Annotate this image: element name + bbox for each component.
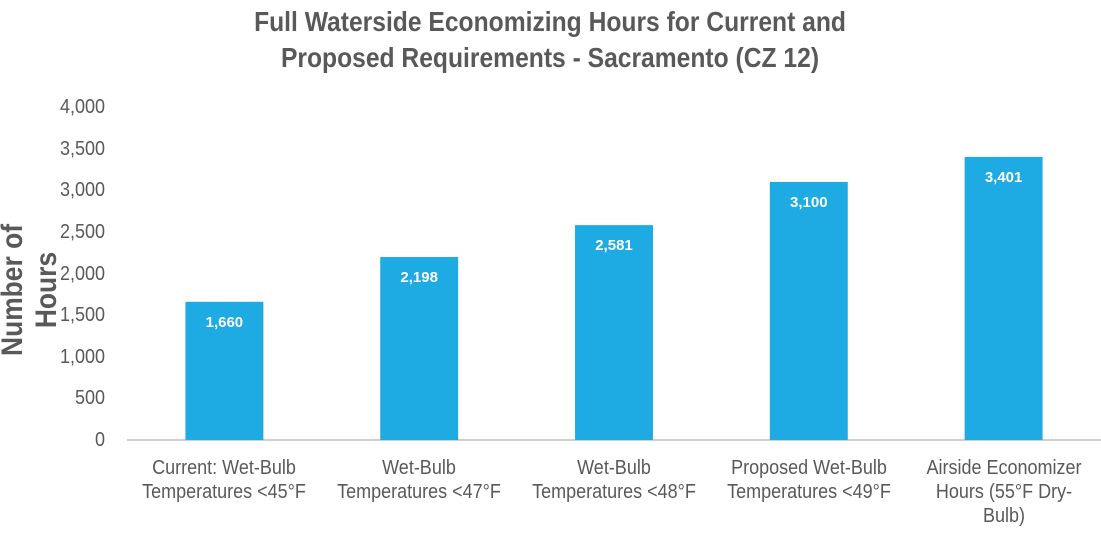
x-tick-label: Wet-Bulb Temperatures <47°F (337, 457, 502, 503)
y-tick-label: 2,500 (59, 220, 105, 243)
x-tick-label: Wet-Bulb Temperatures <48°F (532, 457, 696, 503)
y-tick-label: 3,500 (59, 137, 105, 160)
value-label: 1,660 (205, 313, 244, 331)
bar (380, 257, 459, 440)
value-label: 2,198 (400, 269, 438, 287)
x-tick-label: Airside Economizer Hours (55°F Dry-Bulb) (926, 457, 1082, 527)
y-tick-label: 1,000 (59, 345, 105, 368)
y-tick-label: 1,500 (59, 304, 105, 327)
y-tick-label: 0 (94, 429, 105, 451)
chart-title: Full Waterside Economizing Hours for Cur… (254, 6, 846, 73)
x-tick-label: Proposed Wet-Bulb Temperatures <49°F (726, 457, 891, 503)
y-tick-label: 3,000 (59, 179, 105, 202)
y-tick-label: 4,000 (59, 96, 105, 118)
y-tick-label: 2,000 (59, 262, 105, 285)
bar (964, 156, 1043, 440)
value-label: 3,401 (984, 168, 1023, 186)
value-label: 2,581 (595, 237, 633, 255)
bar (185, 301, 264, 440)
bar (575, 225, 653, 440)
x-tick-label: Current: Wet-Bulb Temperatures <45°F (142, 457, 307, 503)
bar (769, 181, 848, 441)
value-label: 3,100 (790, 193, 828, 211)
y-tick-label: 500 (74, 387, 105, 410)
